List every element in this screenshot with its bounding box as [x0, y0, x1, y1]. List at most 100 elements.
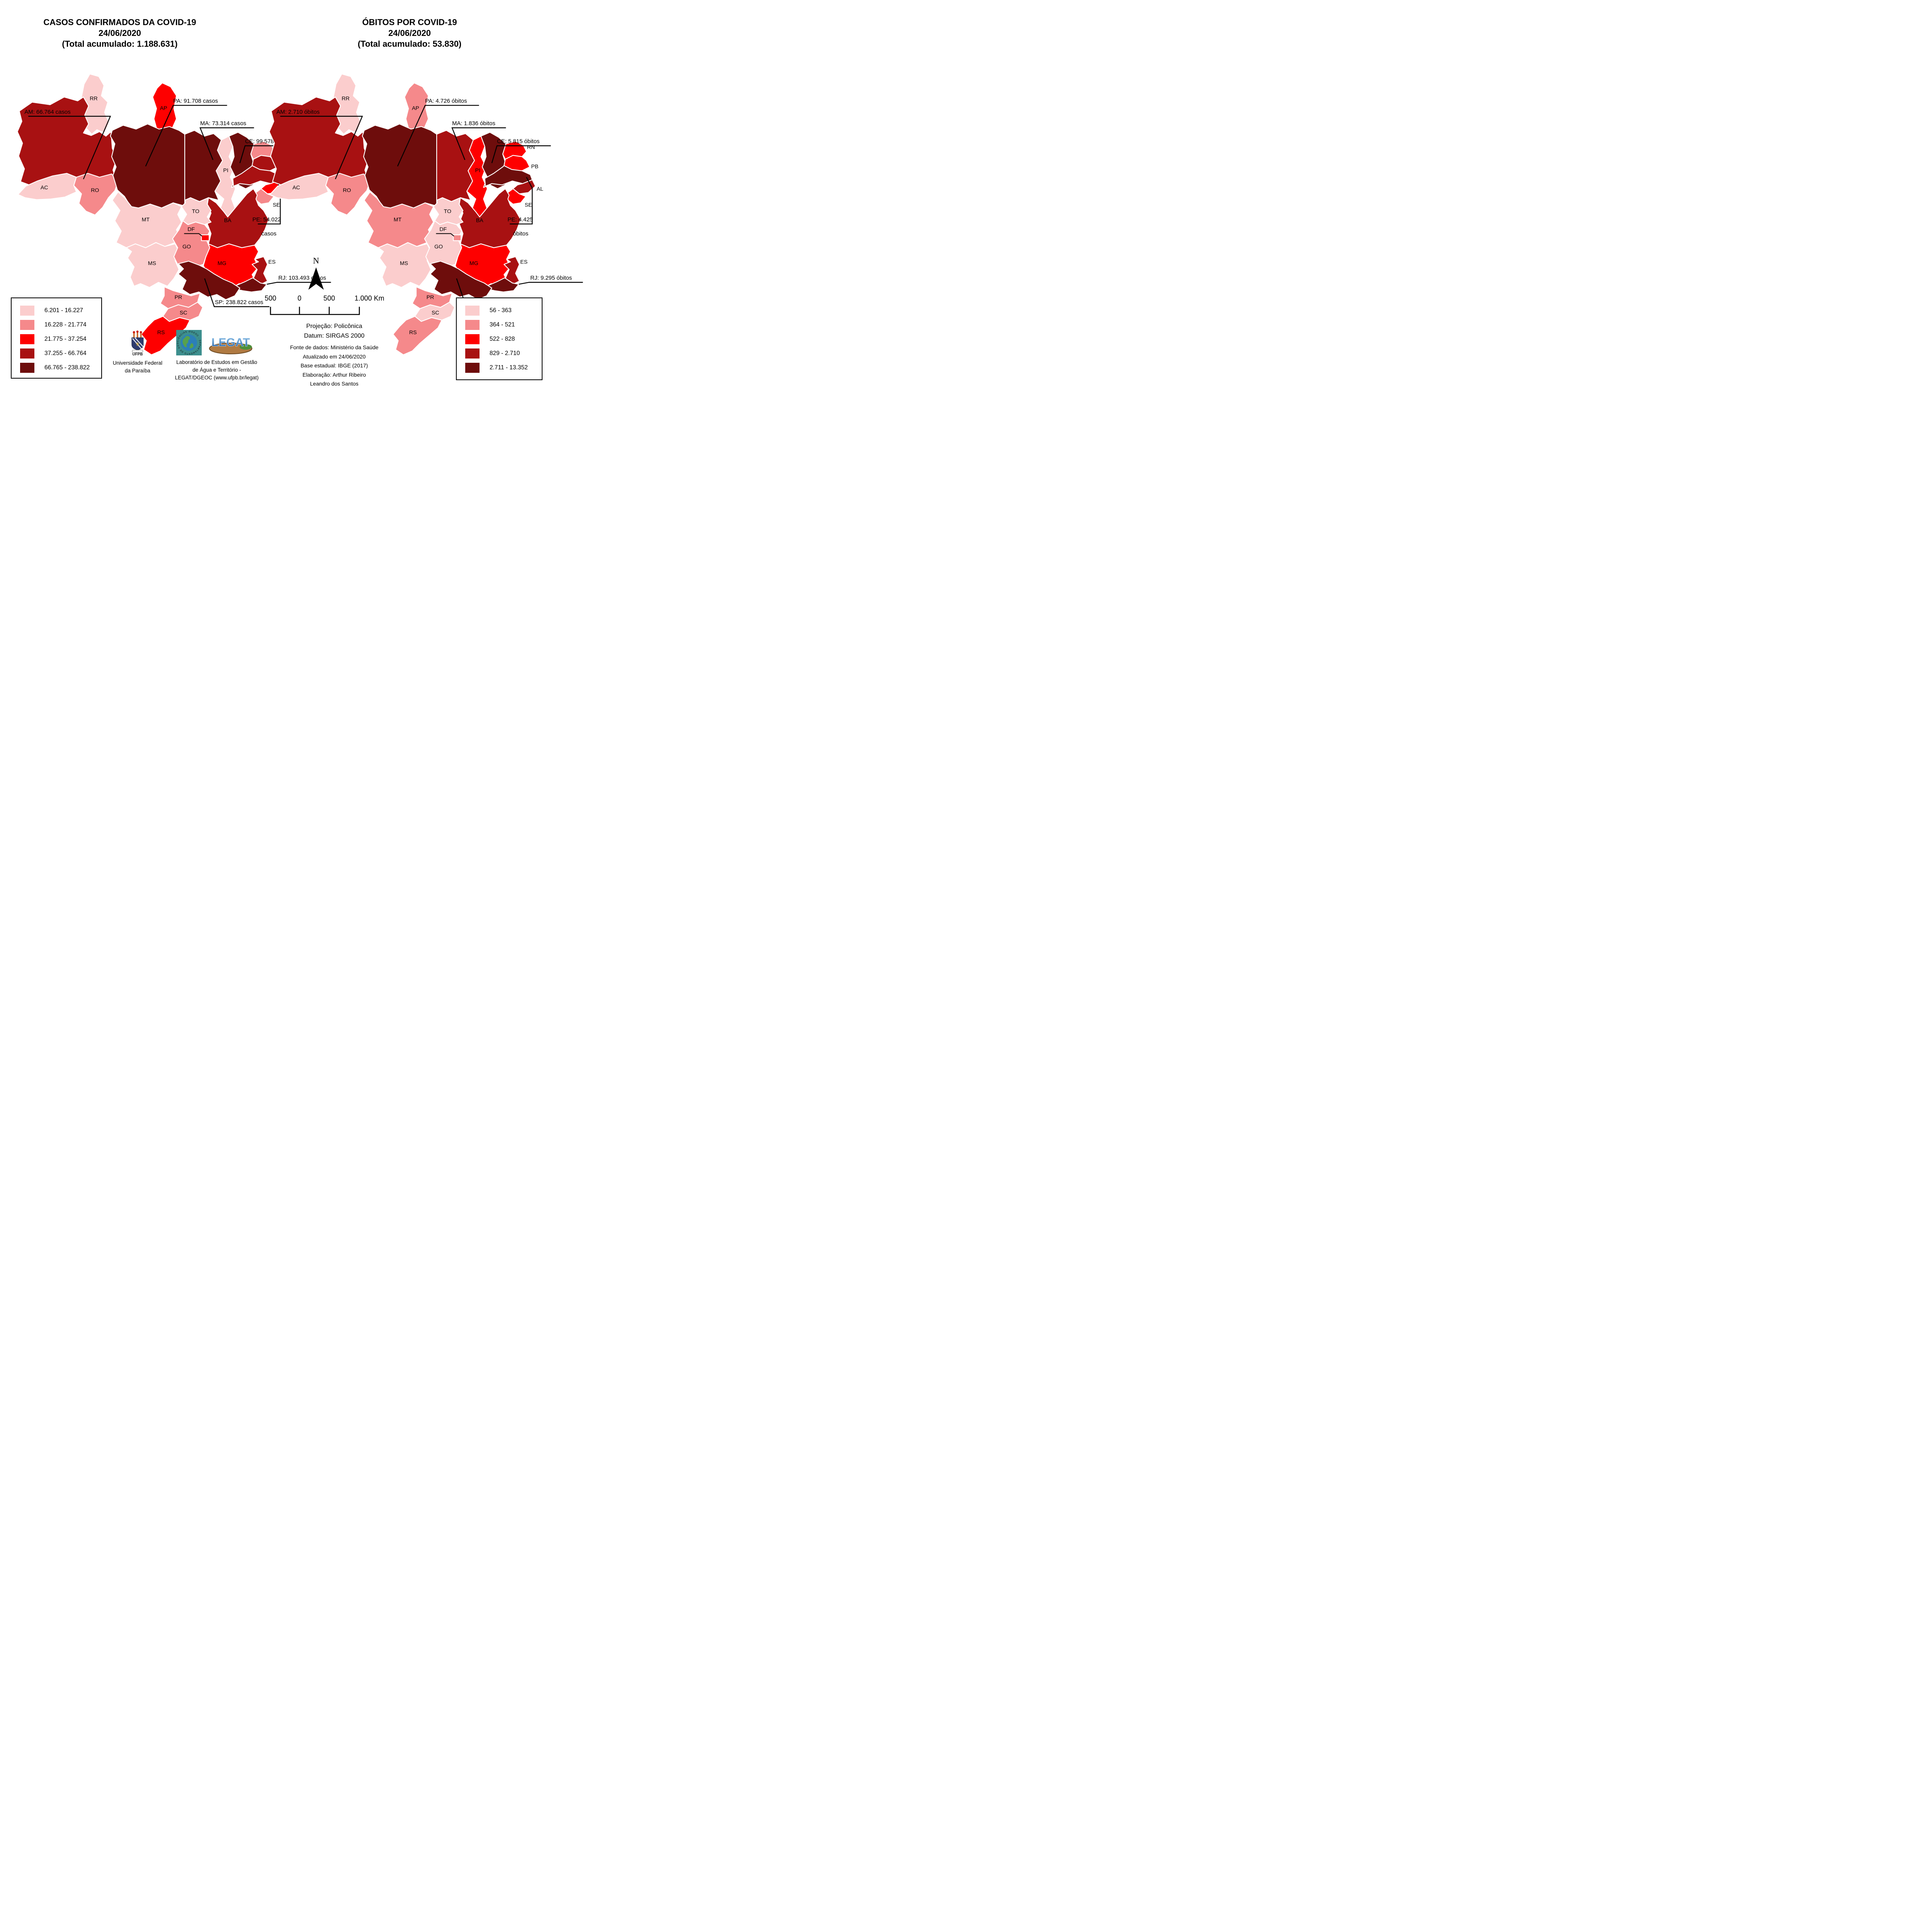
legend-swatch — [20, 362, 34, 373]
map-deaths-annotation-PE: óbitos — [513, 231, 529, 237]
source-line3: Base estadual: IBGE (2017) — [300, 362, 368, 369]
north-arrow: N — [306, 255, 326, 291]
map-cases-state-label-GO: GO — [182, 243, 191, 250]
map-deaths-state-TO — [433, 197, 464, 225]
legend-swatch — [465, 348, 480, 359]
map-deaths-state-label-DF: DF — [439, 226, 447, 232]
left-title-line3: (Total acumulado: 1.188.631) — [62, 39, 178, 49]
map-deaths-state-label-MT: MT — [394, 216, 402, 223]
map-deaths-annotation-line-PA — [397, 105, 479, 167]
map-cases-state-label-MS: MS — [148, 260, 156, 266]
map-deaths-annotation-PE: PE: 4.425 — [508, 216, 533, 223]
map-cases-state-RJ — [235, 277, 267, 292]
map-deaths-state-PE — [484, 165, 533, 187]
projection-note: Projeção: Policônica Datum: SIRGAS 2000 — [269, 321, 400, 341]
legend-swatch — [20, 320, 34, 330]
map-cases-state-label-AC: AC — [41, 184, 48, 190]
map-deaths-state-label-PI: PI — [475, 167, 480, 173]
map-deaths-state-MS — [378, 242, 432, 288]
datum-line: Datum: SIRGAS 2000 — [304, 333, 365, 339]
map-deaths-state-label-BA: BA — [476, 217, 483, 223]
legend-label: 364 - 521 — [490, 321, 515, 328]
projection-line: Projeção: Policônica — [306, 323, 362, 330]
ufpb-torches-icon — [133, 330, 142, 338]
lab-caption-line1: Laboratório de Estudos em Gestão — [176, 359, 257, 365]
map-cases-state-label-RO: RO — [91, 187, 99, 193]
dgeoc-logo: DGEOC - DEPARTAMENTO DE GEOCIÊNCIAS - — [176, 330, 202, 355]
ufpb-caption-line2: da Paraíba — [124, 368, 151, 374]
legend-label: 21.775 - 37.254 — [44, 335, 87, 342]
legend-swatch — [20, 334, 34, 344]
source-line5: Leandro dos Santos — [310, 381, 359, 387]
legend-cases-row-3: 37.255 - 66.764 — [20, 348, 87, 359]
map-cases-annotation-SP: SP: 238.822 casos — [215, 299, 263, 306]
ufpb-logo-text: UFPB — [132, 352, 143, 357]
legat-logo-text: LEGAT — [211, 336, 250, 349]
map-deaths: RR AP AC RO MT TO PI BA GO MG MS PR SC RS RN PB AL SE ES DF… — [267, 73, 583, 361]
map-deaths-annotation-PA: PA: 4.726 óbitos — [425, 98, 467, 104]
map-deaths-annotation-line-MA — [451, 127, 506, 160]
map-deaths-annotation-MA: MA: 1.836 óbitos — [452, 120, 495, 127]
map-cases-state-label-DF: DF — [187, 226, 195, 232]
map-deaths-state-label-RS: RS — [409, 329, 417, 335]
map-deaths-state-label-TO: TO — [444, 208, 451, 214]
legend-cases-row-1: 16.228 - 21.774 — [20, 320, 87, 330]
map-deaths-state-DF — [453, 234, 462, 241]
lab-caption: Laboratório de Estudos em Gestão de Água… — [168, 359, 265, 382]
map-deaths-annotation-line-AM — [280, 116, 363, 180]
scale-bar: 500 0 500 1.000 Km — [255, 294, 410, 318]
scale-label-0: 500 — [264, 294, 277, 302]
legend-label: 2.711 - 13.352 — [490, 364, 528, 371]
map-cases-annotation-line-PA — [145, 105, 227, 167]
map-cases-state-label-AP: AP — [160, 105, 167, 111]
map-cases-state-label-PI: PI — [223, 167, 228, 173]
legend-cases-row-0: 6.201 - 16.227 — [20, 305, 83, 316]
legend-label: 56 - 363 — [490, 307, 512, 314]
map-cases-annotation-MA: MA: 73.314 casos — [200, 120, 246, 127]
map-cases-state-label-SE: SE — [273, 202, 280, 208]
legend-label: 37.255 - 66.764 — [44, 350, 87, 357]
map-cases-annotation-PE: casos — [261, 231, 276, 237]
legend-cases-row-2: 21.775 - 37.254 — [20, 334, 87, 344]
legend-swatch — [465, 320, 480, 330]
legend-deaths-row-2: 522 - 828 — [465, 334, 515, 344]
right-title-line3: (Total acumulado: 53.830) — [357, 39, 462, 49]
source-line2: Atualizado em 24/06/2020 — [303, 353, 366, 360]
right-title-line2: 24/06/2020 — [388, 28, 431, 38]
map-cases-state-TO — [181, 197, 212, 225]
lab-caption-line3: LEGAT/DGEOC (www.ufpb.br/legat) — [175, 375, 259, 381]
map-cases-state-label-BA: BA — [224, 217, 231, 223]
legend-label: 829 - 2.710 — [490, 350, 520, 357]
scale-label-2: 500 — [323, 294, 335, 302]
ufpb-caption: Universidade Federal da Paraíba — [109, 359, 167, 375]
map-deaths-state-BA — [459, 188, 521, 248]
map-deaths-state-label-GO: GO — [434, 243, 443, 250]
map-cases-svg: RRAPACROMTTOPIBAGOMGMSPRSCRSRNPBALSEESDF… — [17, 73, 331, 355]
map-deaths-state-RS — [393, 316, 442, 355]
map-cases-state-label-RS: RS — [157, 329, 165, 335]
legend-deaths-row-4: 2.711 - 13.352 — [465, 362, 528, 373]
ufpb-block: ⚜ UFPB Universidade Federal da Paraíba — [113, 330, 162, 375]
map-deaths-state-label-PB: PB — [531, 163, 539, 169]
ufpb-fleur-icon: ⚜ — [135, 341, 140, 347]
map-cases-state-label-MG: MG — [218, 260, 226, 266]
map-cases-state-label-ES: ES — [268, 259, 276, 265]
map-cases-annotation-AM: AM: 66.764 casos — [24, 109, 70, 115]
data-source: Fonte de dados: Ministério da Saúde Atua… — [253, 343, 415, 389]
legend-label: 16.228 - 21.774 — [44, 321, 87, 328]
map-deaths-annotation-line-CE — [491, 145, 551, 163]
scale-bar-ruler — [270, 307, 360, 315]
map-deaths-annotation-RJ: RJ: 9.295 óbitos — [530, 275, 572, 281]
map-deaths-state-RO — [325, 173, 371, 216]
map-deaths-state-label-RN: RN — [527, 144, 535, 150]
map-deaths-annotation-AM: AM: 2.710 óbitos — [276, 109, 320, 115]
legend-deaths-row-3: 829 - 2.710 — [465, 348, 520, 359]
legend-label: 66.765 - 238.822 — [44, 364, 90, 371]
map-cases-state-label-TO: TO — [192, 208, 199, 214]
map-deaths-state-label-AC: AC — [293, 184, 300, 190]
map-deaths-state-label-AL: AL — [537, 185, 543, 192]
map-cases-state-RS — [141, 316, 190, 355]
map-cases-annotation-PE: PE: 54.022 — [252, 216, 281, 223]
legend-swatch — [465, 334, 480, 344]
left-title-line1: CASOS CONFIRMADOS DA COVID-19 — [43, 17, 196, 27]
